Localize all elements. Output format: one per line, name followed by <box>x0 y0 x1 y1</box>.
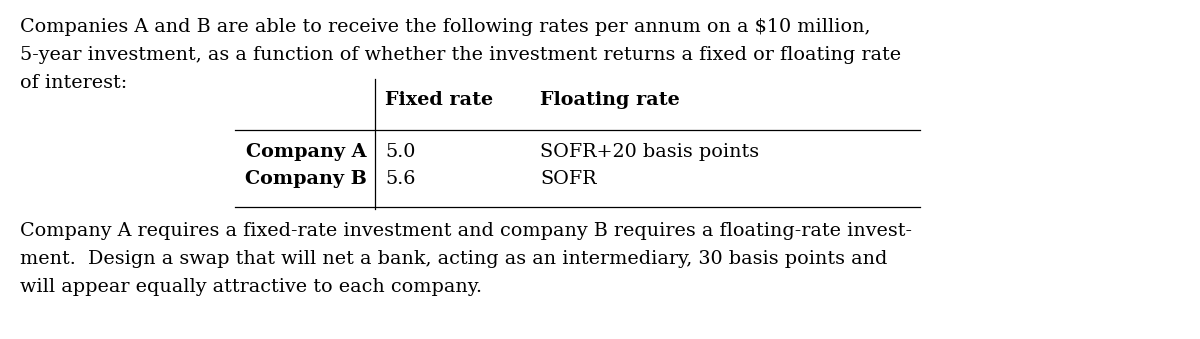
Text: Company A requires a fixed-rate investment and company B requires a floating-rat: Company A requires a fixed-rate investme… <box>20 222 912 240</box>
Text: Companies A and B are able to receive the following rates per annum on a $10 mil: Companies A and B are able to receive th… <box>20 18 870 36</box>
Text: 5-year investment, as a function of whether the investment returns a fixed or fl: 5-year investment, as a function of whet… <box>20 46 901 64</box>
Text: SOFR+20 basis points: SOFR+20 basis points <box>540 143 760 161</box>
Text: will appear equally attractive to each company.: will appear equally attractive to each c… <box>20 278 482 296</box>
Text: Floating rate: Floating rate <box>540 91 679 109</box>
Text: ment.  Design a swap that will net a bank, acting as an intermediary, 30 basis p: ment. Design a swap that will net a bank… <box>20 250 887 268</box>
Text: of interest:: of interest: <box>20 74 127 92</box>
Text: 5.0: 5.0 <box>385 143 415 161</box>
Text: 5.6: 5.6 <box>385 170 415 188</box>
Text: Company A: Company A <box>246 143 367 161</box>
Text: Fixed rate: Fixed rate <box>385 91 493 109</box>
Text: SOFR: SOFR <box>540 170 596 188</box>
Text: Company B: Company B <box>245 170 367 188</box>
